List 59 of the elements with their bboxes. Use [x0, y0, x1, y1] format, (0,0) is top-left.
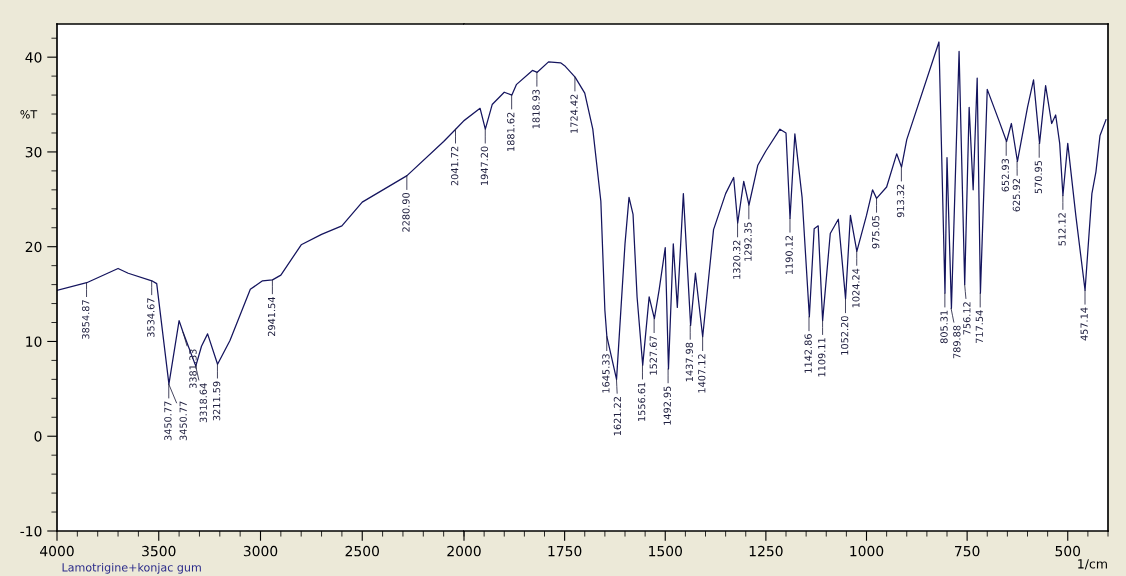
annotation: 457.14 — [1080, 307, 1088, 341]
x-tick-label: 750 — [955, 545, 980, 557]
annotation: 3211.59 — [212, 381, 221, 421]
annotation: 2041.72 — [450, 146, 459, 186]
annotation: 1881.62 — [507, 112, 515, 151]
annotation: 3450.77 — [179, 401, 187, 441]
annotation: 3534.67 — [147, 298, 155, 337]
annotation: 1190.12 — [785, 235, 793, 275]
y-tick-label: 20 — [25, 241, 42, 253]
annotation: 3318.64 — [199, 383, 207, 423]
y-tick-label: 30 — [25, 146, 42, 158]
annotation: 1109.11 — [818, 338, 826, 377]
annotation: 1407.12 — [698, 354, 706, 393]
annotation: 1556.61 — [637, 382, 646, 421]
y-tick-label: 40 — [25, 52, 42, 63]
annotation: 3381.33 — [189, 349, 197, 389]
y-tick-label: 0 — [34, 431, 42, 442]
annotation: 756.12 — [963, 302, 971, 335]
x-tick-label: 1500 — [649, 545, 682, 557]
annotation: 913.32 — [896, 184, 905, 218]
x-tick-label: 1250 — [749, 545, 783, 557]
annotation: 1645.33 — [602, 354, 610, 393]
annotation: 512.12 — [1058, 213, 1066, 246]
x-tick-label: 3500 — [142, 545, 176, 557]
annotation: 805.31 — [940, 310, 948, 344]
annotation: 1292.35 — [744, 222, 752, 261]
annotation: 625.92 — [1012, 179, 1021, 212]
y-axis-title: %T — [20, 110, 38, 119]
annotation: 1024.24 — [852, 268, 860, 308]
text: Lamotrigine+konjac gum — [62, 562, 201, 574]
annotation: 1724.42 — [570, 94, 578, 133]
x-tick-label: 2500 — [345, 545, 379, 557]
annotation: 3450.77 — [164, 401, 172, 441]
annotation: 1621.22 — [613, 397, 622, 436]
annotation: 1818.93 — [532, 89, 540, 129]
x-tick-label: 1750 — [548, 545, 582, 557]
y-tick-label: -10 — [20, 525, 42, 537]
annotation: 3854.87 — [82, 300, 90, 339]
annotation: 2941.54 — [267, 297, 276, 337]
annotation: 975.05 — [872, 215, 880, 249]
annotation: 1947.20 — [480, 146, 489, 185]
annotation: 570.95 — [1034, 160, 1043, 194]
annotation: 717.54 — [975, 310, 984, 344]
x-tick-label: 3000 — [243, 545, 278, 557]
x-axis-title: 1/cm — [1078, 559, 1107, 570]
x-tick-label: 2000 — [447, 545, 481, 557]
annotation: 1527.67 — [649, 336, 657, 375]
annotation: 2280.90 — [402, 192, 410, 232]
annotation: 1320.32 — [733, 240, 741, 279]
x-tick-label: 4000 — [40, 545, 74, 557]
annotation: 652.93 — [1001, 158, 1010, 192]
annotation: 1437.98 — [685, 342, 694, 382]
y-tick-label: 10 — [26, 336, 42, 347]
annotation: 1492.95 — [663, 386, 671, 425]
annotation: 1142.86 — [804, 334, 812, 373]
annotation: 1052.20 — [840, 316, 849, 355]
annotation: 789.88 — [953, 325, 961, 359]
x-tick-label: 1000 — [850, 545, 884, 557]
x-tick-label: 500 — [1055, 545, 1081, 557]
